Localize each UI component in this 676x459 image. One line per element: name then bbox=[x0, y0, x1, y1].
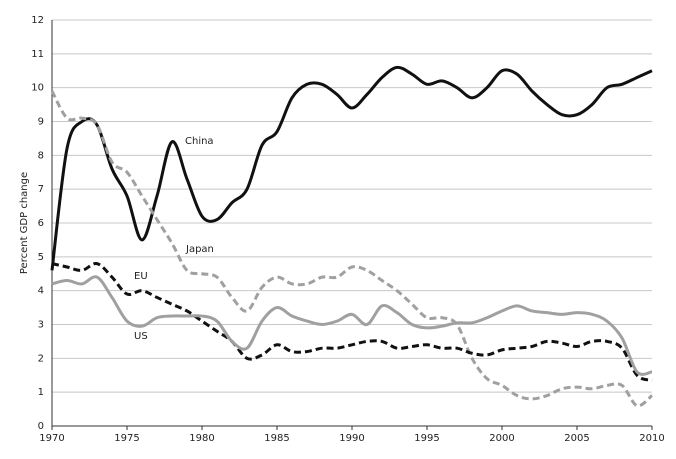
y-tick-label: 5 bbox=[38, 252, 44, 263]
series-line bbox=[50, 90, 653, 408]
x-tick-label: 1975 bbox=[114, 433, 139, 444]
y-tick-label: 2 bbox=[38, 353, 44, 364]
y-tick-label: 4 bbox=[38, 286, 44, 297]
series-label: Japan bbox=[185, 244, 214, 255]
y-axis-label: Percent GDP change bbox=[19, 172, 30, 274]
series-label: US bbox=[134, 331, 148, 342]
y-tick-label: 1 bbox=[38, 387, 44, 398]
series-label: EU bbox=[134, 271, 148, 282]
series-label: China bbox=[185, 136, 214, 147]
y-tick-label: 3 bbox=[38, 320, 44, 331]
series-line bbox=[50, 65, 653, 271]
x-tick-label: 1995 bbox=[414, 433, 439, 444]
y-tick-label: 12 bbox=[31, 15, 44, 26]
y-tick-label: 7 bbox=[38, 184, 44, 195]
x-tick-label: 2005 bbox=[564, 433, 589, 444]
y-tick-label: 9 bbox=[38, 117, 44, 128]
y-tick-label: 11 bbox=[31, 49, 44, 60]
x-tick-label: 2010 bbox=[639, 433, 664, 444]
x-tick-label: 1980 bbox=[189, 433, 214, 444]
x-tick-label: 2000 bbox=[489, 433, 514, 444]
x-tick-label: 1990 bbox=[339, 433, 364, 444]
y-tick-label: 0 bbox=[38, 421, 44, 432]
y-tick-label: 8 bbox=[38, 150, 44, 161]
x-tick-label: 1970 bbox=[39, 433, 64, 444]
y-tick-label: 10 bbox=[31, 83, 44, 94]
x-tick-label: 1985 bbox=[264, 433, 289, 444]
series-line bbox=[51, 262, 653, 382]
series-line bbox=[51, 275, 653, 376]
y-tick-label: 6 bbox=[38, 218, 44, 229]
